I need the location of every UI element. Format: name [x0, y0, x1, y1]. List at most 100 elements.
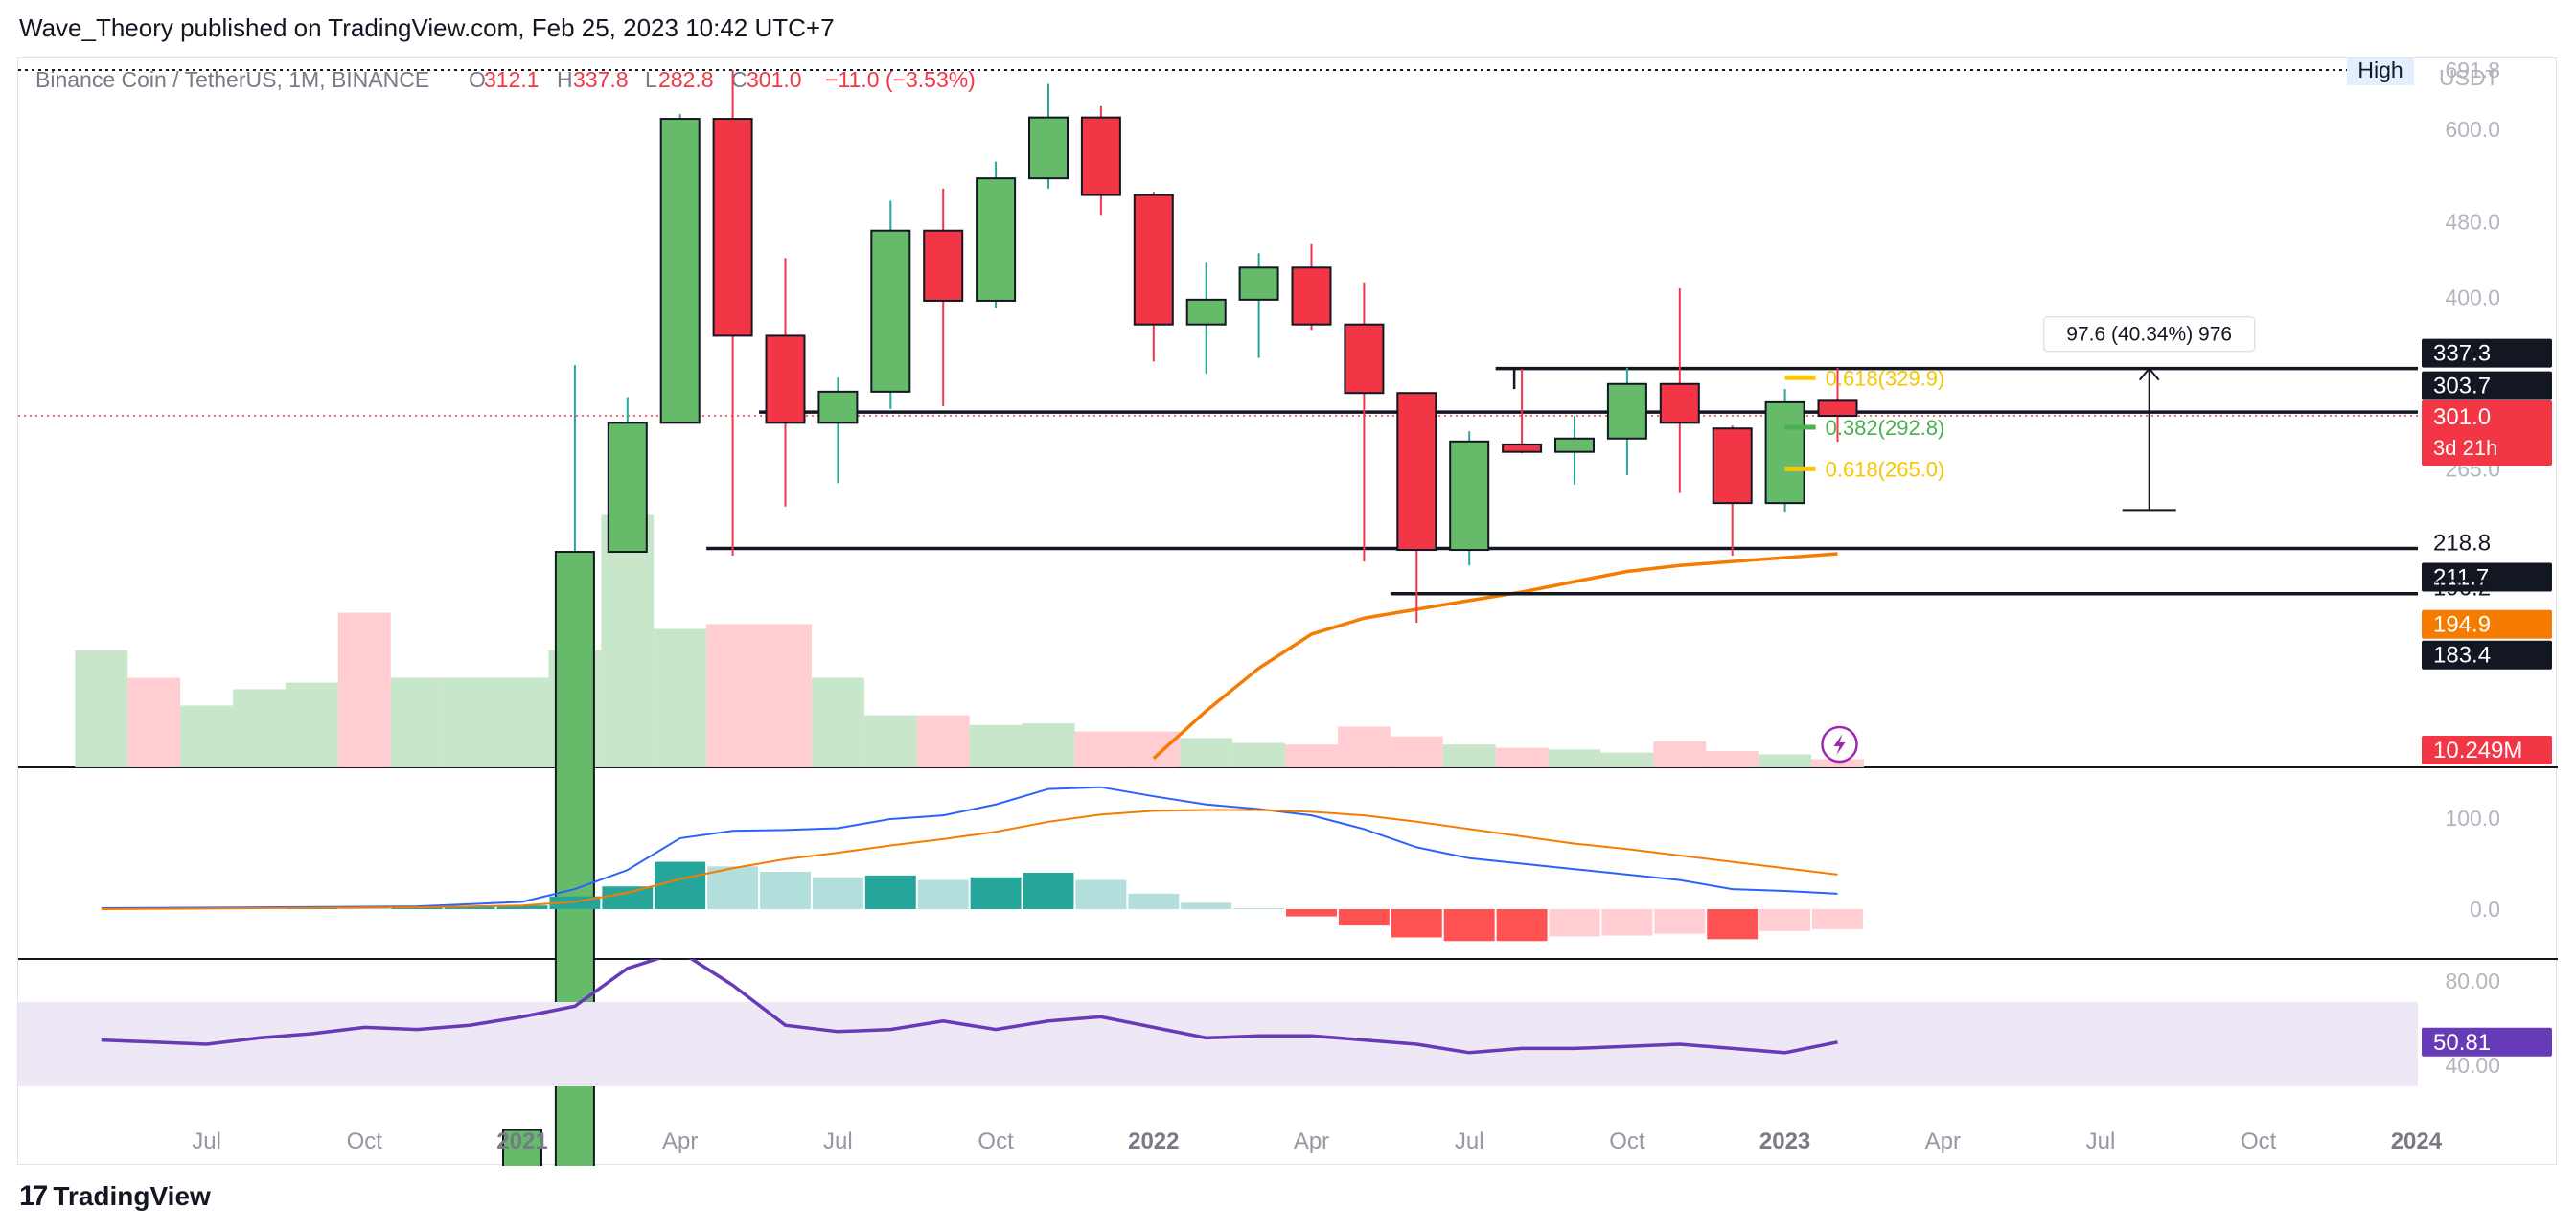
macd-histogram-bar — [760, 872, 811, 909]
candle-body — [817, 390, 859, 424]
legend-low: 282.8 — [658, 67, 714, 92]
candle-body — [502, 1129, 542, 1166]
macd-histogram-bar — [1549, 909, 1600, 937]
footer-brand[interactable]: 17 TradingView — [19, 1180, 211, 1213]
level-price-box-label: 337.3 — [2433, 341, 2491, 367]
moving-average-line — [1152, 552, 1838, 760]
volume-bar — [1811, 759, 1864, 767]
macd-histogram-bar — [1286, 909, 1337, 917]
macd-histogram-bar — [1760, 909, 1811, 931]
time-tick-label: Apr — [662, 1129, 698, 1154]
macd-histogram-bar — [1128, 893, 1180, 909]
legend-open-label: O — [469, 67, 486, 92]
time-tick-label: Apr — [1925, 1129, 1961, 1154]
volume-bar — [1495, 747, 1549, 767]
candle-body — [765, 334, 806, 424]
measure-tooltip-label: 97.6 (40.34%) 976 — [2066, 324, 2232, 346]
volume-bar — [1180, 738, 1233, 767]
macd-histogram-bar — [1338, 909, 1390, 926]
macd-histogram-bar — [1496, 909, 1548, 942]
rsi-value-box — [2422, 1027, 2552, 1057]
candle-body — [1291, 266, 1332, 326]
volume-price-box — [2422, 736, 2552, 764]
volume-bar — [1285, 744, 1338, 767]
candle-body — [1764, 400, 1806, 505]
candle-body — [712, 118, 753, 337]
volume-bar — [1759, 754, 1812, 767]
footer-brand-label: TradingView — [53, 1181, 211, 1211]
volume-bar — [1600, 752, 1654, 767]
price-tick-label: 691.8 — [2445, 58, 2500, 82]
last-price-label: 301.0 — [2433, 404, 2491, 430]
legend-close: 301.0 — [747, 67, 802, 92]
time-tick-label: 2021 — [496, 1129, 547, 1154]
volume-bar — [233, 689, 286, 767]
price-tick-label: 480.0 — [2445, 210, 2500, 235]
volume-bar — [337, 612, 391, 767]
candle-body — [1554, 437, 1595, 453]
time-tick-label: 2022 — [1128, 1129, 1179, 1154]
macd-signal-line — [101, 809, 1838, 910]
macd-histogram-bar — [864, 875, 916, 909]
time-tick-label: Jul — [2086, 1129, 2116, 1154]
level-price-box — [2422, 640, 2552, 670]
fib-level-label: 0.618(329.9) — [1826, 366, 1945, 390]
macd-histogram-bar — [496, 905, 548, 909]
legend-low-label: L — [645, 67, 657, 92]
volume-bar — [706, 624, 760, 767]
time-tick-label: 2023 — [1760, 1129, 1810, 1154]
ma-price-box-label: 194.9 — [2433, 612, 2491, 638]
volume-bar — [601, 514, 655, 767]
volume-bar — [1232, 742, 1286, 767]
candle-body — [870, 229, 911, 393]
price-tick-label: 600.0 — [2445, 117, 2500, 142]
candle-body — [1185, 298, 1227, 326]
price-axis-unit: USDT — [2439, 65, 2499, 90]
level-price-label: 218.8 — [2433, 530, 2491, 556]
volume-bar — [1390, 736, 1443, 767]
macd-histogram-bar — [1443, 909, 1495, 942]
macd-histogram-bar — [444, 906, 495, 909]
level-price-box — [2422, 371, 2552, 400]
time-tick-label: Oct — [1609, 1129, 1645, 1154]
candle-body — [1502, 443, 1543, 453]
candle-body — [1606, 382, 1647, 440]
volume-bar — [285, 682, 338, 767]
volume-bar — [863, 715, 917, 767]
candle-body — [976, 177, 1017, 302]
volume-bar — [127, 677, 181, 767]
level-price-box-label: 211.7 — [2433, 564, 2489, 590]
chart-canvas[interactable]: Binance Coin / TetherUS, 1M, BINANCE O 3… — [18, 58, 2558, 1166]
rsi-value-label: 50.81 — [2433, 1030, 2491, 1056]
candle-body — [923, 229, 964, 302]
macd-histogram-bar — [917, 879, 969, 909]
fib-level-label: 0.618(265.0) — [1826, 457, 1945, 481]
volume-bar — [1653, 741, 1707, 767]
time-tick-label: Apr — [1294, 1129, 1329, 1154]
macd-histogram-bar — [707, 866, 759, 909]
candle-body — [1659, 382, 1700, 424]
macd-histogram-bar — [1023, 873, 1074, 909]
candle-body — [1238, 266, 1279, 301]
volume-bar — [1337, 726, 1391, 767]
candle-body — [1449, 440, 1490, 552]
macd-histogram-bar — [1654, 909, 1706, 934]
level-price-box-label: 183.4 — [2433, 643, 2491, 669]
volume-bar — [654, 628, 707, 767]
macd-line — [101, 786, 1838, 910]
publisher-line: Wave_Theory published on TradingView.com… — [19, 13, 835, 42]
volume-bar — [811, 677, 864, 767]
rsi-tick-label: 80.00 — [2445, 969, 2500, 993]
macd-histogram-bar — [1233, 908, 1285, 910]
candle-body — [1396, 392, 1438, 552]
time-tick-label: 2024 — [2391, 1129, 2443, 1154]
macd-histogram-bar — [1391, 909, 1442, 938]
candle-body — [1344, 323, 1385, 395]
time-tick-label: Jul — [192, 1129, 221, 1154]
candle-body — [1133, 194, 1174, 326]
volume-bar — [1442, 744, 1496, 767]
rsi-line — [101, 959, 1838, 1055]
countdown-label: 3d 21h — [2433, 436, 2497, 460]
rsi-band — [18, 1002, 2418, 1086]
high-tag — [2347, 58, 2414, 85]
